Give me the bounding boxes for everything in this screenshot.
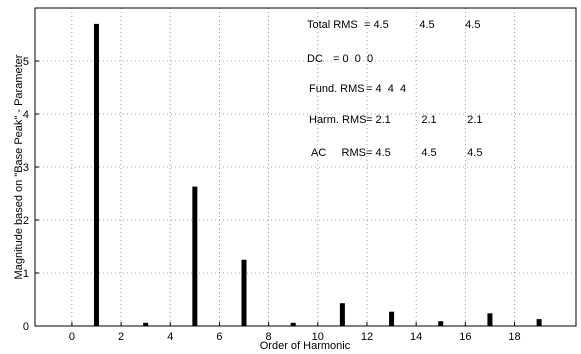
annotation-fund-rms-label: Fund. RMS (309, 83, 365, 95)
x-tick-label: 14 (410, 331, 422, 343)
x-tick-label: 18 (508, 331, 520, 343)
annotation-ac-rms-label: AC RMS (311, 147, 366, 159)
x-tick-label: 16 (459, 331, 471, 343)
harmonic-bar (192, 186, 198, 326)
x-tick-label: 0 (69, 331, 75, 343)
annotation-dc-label: DC (307, 53, 323, 65)
annotation-harm-rms-label: Harm. RMS (309, 114, 366, 126)
y-axis-ticks: 0 1 2 3 4 5 (23, 56, 39, 333)
plot-background (35, 8, 576, 326)
x-tick-label: 12 (361, 331, 373, 343)
y-tick-label: 3 (23, 162, 29, 174)
x-axis-ticks: 0 2 4 6 8 10 12 14 16 18 (69, 322, 521, 343)
annotation-total-rms-label: Total RMS (307, 19, 358, 31)
harmonic-bar (290, 322, 296, 326)
annotation-harm-rms-values: = 2.1 2.1 2.1 (366, 114, 482, 126)
y-tick-label: 4 (23, 109, 29, 121)
annotation-dc-values: = 0 0 0 (333, 53, 373, 65)
x-tick-label: 6 (216, 331, 222, 343)
y-tick-label: 2 (23, 215, 29, 227)
y-axis-label: Magnitude based on "Base Peak" - Paramet… (13, 54, 25, 279)
annotation-ac-rms-values: = 4.5 4.5 4.5 (366, 147, 482, 159)
harmonic-bar (143, 322, 149, 326)
bar-series (93, 23, 542, 327)
harmonic-bar (389, 311, 395, 326)
harmonic-bar (339, 303, 345, 326)
y-tick-label: 0 (23, 321, 29, 333)
y-tick-label: 5 (23, 56, 29, 68)
annotation-total-rms-values: = 4.5 4.5 4.5 (364, 19, 480, 31)
annotation-fund-rms-values: = 4 4 4 (366, 83, 406, 95)
harmonic-bar (536, 319, 542, 326)
x-tick-label: 2 (118, 331, 124, 343)
x-axis-label: Order of Harmonic (260, 340, 351, 352)
y-tick-label: 1 (23, 268, 29, 280)
rms-annotations: Total RMS = 4.5 4.5 4.5 DC = 0 0 0 Fund.… (307, 19, 482, 159)
x-tick-label: 10 (312, 331, 324, 343)
harmonic-bar (438, 321, 444, 326)
x-tick-label: 8 (266, 331, 272, 343)
harmonic-bar (241, 259, 247, 326)
harmonic-bar (487, 313, 493, 326)
x-tick-label: 4 (167, 331, 173, 343)
harmonic-bar (93, 23, 99, 327)
